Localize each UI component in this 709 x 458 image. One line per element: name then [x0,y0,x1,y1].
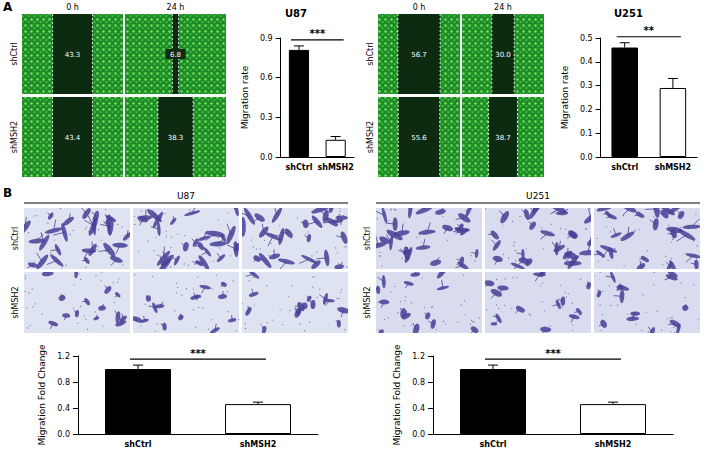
svg-text:0.0: 0.0 [57,430,70,439]
svg-text:1.2: 1.2 [412,352,425,361]
svg-text:55.6: 55.6 [411,134,427,142]
svg-text:U251: U251 [526,191,550,201]
svg-text:0.3: 0.3 [260,113,273,122]
svg-text:38.7: 38.7 [495,134,511,142]
svg-text:0.9: 0.9 [260,34,273,43]
svg-text:shCtrl: shCtrl [286,163,313,172]
svg-text:0.1: 0.1 [580,129,593,138]
svg-text:56.7: 56.7 [411,51,427,59]
svg-text:Migration rate: Migration rate [560,65,570,129]
svg-text:shCtrl: shCtrl [10,42,19,65]
svg-text:shMSH2: shMSH2 [240,440,276,449]
svg-text:***: *** [309,28,325,39]
svg-text:1.2: 1.2 [57,352,70,361]
svg-text:30.0: 30.0 [495,51,511,59]
svg-text:U87: U87 [285,8,307,19]
svg-text:43.4: 43.4 [65,134,81,142]
svg-text:24 h: 24 h [494,3,512,12]
svg-text:shMSH2: shMSH2 [366,121,375,153]
svg-text:***: *** [190,348,206,359]
svg-text:U87: U87 [177,191,195,201]
svg-text:0 h: 0 h [413,3,426,12]
svg-text:0.4: 0.4 [580,57,593,66]
svg-text:shMSH2: shMSH2 [11,286,20,318]
svg-text:shCtrl: shCtrl [11,227,20,250]
svg-text:0.2: 0.2 [580,105,593,114]
svg-text:shMSH2: shMSH2 [595,440,631,449]
svg-text:0.4: 0.4 [412,404,425,413]
svg-text:shCtrl: shCtrl [611,163,638,172]
svg-text:U251: U251 [614,8,643,19]
svg-text:38.3: 38.3 [168,134,184,142]
svg-text:0.8: 0.8 [57,378,70,387]
svg-text:A: A [3,0,13,14]
svg-text:shMSH2: shMSH2 [317,163,353,172]
svg-text:Migration Fold Change: Migration Fold Change [392,344,402,446]
svg-text:0.8: 0.8 [412,378,425,387]
svg-text:0.5: 0.5 [580,34,593,43]
svg-text:Migration Fold Change: Migration Fold Change [37,344,47,446]
svg-text:shCtrl: shCtrl [125,440,152,449]
svg-text:**: ** [644,25,655,36]
svg-text:***: *** [545,348,561,359]
svg-text:0.0: 0.0 [580,153,593,162]
svg-text:0.0: 0.0 [260,153,273,162]
svg-text:0.4: 0.4 [57,404,70,413]
svg-text:shMSH2: shMSH2 [363,286,372,318]
svg-text:shMSH2: shMSH2 [655,163,691,172]
svg-text:shMSH2: shMSH2 [10,121,19,153]
svg-text:0.6: 0.6 [260,73,273,82]
svg-text:24 h: 24 h [167,3,185,12]
svg-text:shCtrl: shCtrl [366,42,375,65]
svg-text:6.8: 6.8 [170,51,181,59]
svg-text:0.0: 0.0 [412,430,425,439]
svg-text:shCtrl: shCtrl [480,440,507,449]
svg-text:0 h: 0 h [66,3,79,12]
svg-text:shCtrl: shCtrl [363,227,372,250]
svg-text:B: B [3,186,12,200]
svg-text:Migration rate: Migration rate [240,65,250,129]
svg-text:0.3: 0.3 [580,81,593,90]
svg-text:43.3: 43.3 [65,51,81,59]
